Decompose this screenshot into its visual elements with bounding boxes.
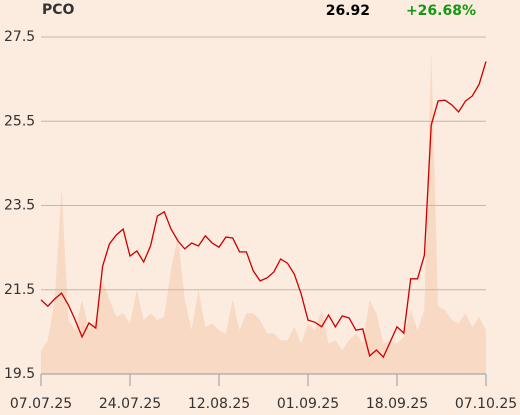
x-tick-label: 12.08.25	[188, 396, 250, 412]
x-tick-label: 01.09.25	[277, 396, 339, 412]
x-tick-label: 18.09.25	[366, 396, 428, 412]
change: +26.68%	[406, 3, 476, 19]
volume-area	[41, 50, 486, 374]
last-price: 26.92	[326, 3, 370, 19]
y-tick-label: 27.5	[4, 29, 35, 45]
ticker: PCO	[42, 2, 75, 18]
y-tick-label: 25.5	[4, 113, 35, 129]
y-tick-label: 23.5	[4, 198, 35, 214]
x-tick-label: 07.07.25	[10, 396, 72, 412]
y-tick-label: 19.5	[4, 366, 35, 382]
x-tick-label: 07.10.25	[455, 396, 517, 412]
price-line	[40, 61, 487, 359]
x-tick-label: 24.07.25	[99, 396, 161, 412]
y-tick-label: 21.5	[4, 282, 35, 298]
